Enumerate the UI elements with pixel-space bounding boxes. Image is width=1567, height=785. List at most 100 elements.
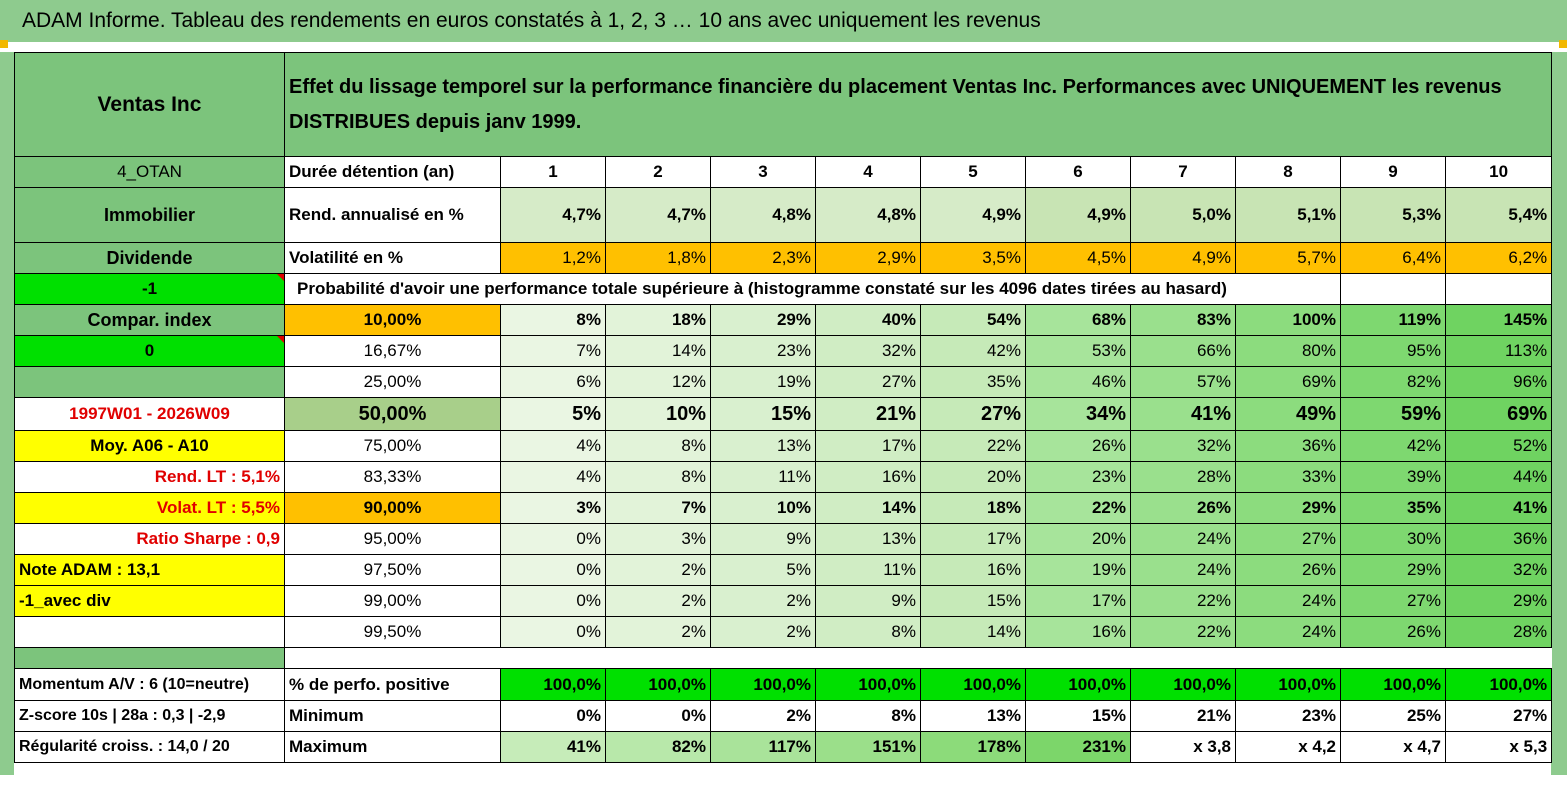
percentile-value: 17% (920, 523, 1026, 555)
percentile-value: 49% (1235, 397, 1341, 431)
percentile-value: 2% (710, 616, 816, 648)
maximum-value: x 4,2 (1235, 731, 1341, 763)
positive-performance-value: 100,0% (1444, 668, 1553, 701)
period-range: 1997W01 - 2026W09 (14, 397, 285, 431)
percentile-value: 35% (920, 366, 1026, 398)
percentile-value: 21% (815, 397, 921, 431)
percentile-value: 0% (500, 616, 606, 648)
control-zero: 0 (14, 335, 285, 367)
percentile-value: 22% (920, 430, 1026, 462)
percentile-value: 41% (1130, 397, 1236, 431)
control-minus1: -1 (14, 273, 285, 305)
percentile-label: 95,00% (284, 523, 501, 555)
long-term-volatility: Volat. LT : 5,5% (14, 492, 285, 524)
maximum-value: x 4,7 (1340, 731, 1446, 763)
volatility-value: 2,3% (710, 242, 816, 274)
percentile-value: 18% (920, 492, 1026, 524)
annualized-return-value: 5,4% (1444, 187, 1553, 243)
minimum-value: 15% (1025, 700, 1131, 732)
maximum-label: Maximum (284, 731, 501, 763)
percentile-value: 5% (710, 554, 816, 586)
percentile-label: 16,67% (284, 335, 501, 367)
percentile-value: 35% (1340, 492, 1446, 524)
percentile-row: Compar. index 10,00% 8% 18% 29% 40% 54% 68% 83% 1… (14, 304, 1553, 336)
minimum-value: 27% (1444, 700, 1553, 732)
percentile-value: 16% (1025, 616, 1131, 648)
type-label: Dividende (14, 242, 285, 274)
percentile-value: 69% (1444, 397, 1553, 431)
percentile-label: 75,00% (284, 430, 501, 462)
percentile-value: 10% (710, 492, 816, 524)
annualized-return-value: 4,8% (710, 187, 816, 243)
green-blank-cell (14, 366, 285, 398)
percentile-value: 5% (500, 397, 606, 431)
maximum-value: 231% (1025, 731, 1131, 763)
volatility-value: 5,7% (1235, 242, 1341, 274)
percentile-value: 19% (710, 366, 816, 398)
minimum-value: 8% (815, 700, 921, 732)
maximum-value: 117% (710, 731, 816, 763)
percentile-value: 26% (1340, 616, 1446, 648)
maximum-value: 151% (815, 731, 921, 763)
percentile-row: 0 16,67% 7% 14% 23% 32% 42% 53% 66% 80% 95% 113% (14, 335, 1553, 367)
annualized-return-value: 5,1% (1235, 187, 1341, 243)
percentile-value: 24% (1130, 523, 1236, 555)
table-description: Effet du lissage temporel sur la perform… (283, 52, 1553, 157)
maximum-value: 41% (500, 731, 606, 763)
percentile-value: 26% (1130, 492, 1236, 524)
percentile-value: 119% (1340, 304, 1446, 336)
percentile-value: 83% (1130, 304, 1236, 336)
percentile-value: 80% (1235, 335, 1341, 367)
percentile-value: 100% (1235, 304, 1341, 336)
percentile-value: 8% (605, 430, 711, 462)
percentile-value: 22% (1130, 616, 1236, 648)
percentile-value: 8% (605, 461, 711, 493)
with-dividend-label: -1_avec div (14, 585, 285, 617)
percentile-value: 113% (1444, 335, 1553, 367)
percentile-value: 14% (920, 616, 1026, 648)
percentile-value: 7% (500, 335, 606, 367)
percentile-row: Moy. A06 - A10 75,00% 4% 8% 13% 17% 22% 26% 32% 3… (14, 430, 1553, 462)
percentile-label: 10,00% (284, 304, 501, 336)
percentile-value: 40% (815, 304, 921, 336)
percentile-value: 12% (605, 366, 711, 398)
percentile-value: 7% (605, 492, 711, 524)
volatility-value: 1,2% (500, 242, 606, 274)
percentile-value: 24% (1130, 554, 1236, 586)
percentile-value: 32% (1130, 430, 1236, 462)
percentile-label: 25,00% (284, 366, 501, 398)
regularity-indicator: Régularité croiss. : 14,0 / 20 (14, 731, 285, 763)
percentile-value: 18% (605, 304, 711, 336)
corner-marker-right (1559, 40, 1567, 48)
percentile-value: 54% (920, 304, 1026, 336)
positive-performance-value: 100,0% (1235, 668, 1341, 701)
percentile-value: 28% (1444, 616, 1553, 648)
annualized-return-value: 5,3% (1340, 187, 1446, 243)
duration-row: 4_OTAN Durée détention (an) 1 2 3 4 5 6 7 8 9 10 (14, 156, 1553, 188)
percentile-value: 13% (815, 523, 921, 555)
percentile-value: 4% (500, 461, 606, 493)
percentile-value: 42% (920, 335, 1026, 367)
positive-performance-value: 100,0% (815, 668, 921, 701)
percentile-value: 16% (920, 554, 1026, 586)
minimum-value: 13% (920, 700, 1026, 732)
year-header-7: 7 (1130, 156, 1236, 188)
year-header-1: 1 (500, 156, 606, 188)
compar-index-label: Compar. index (14, 304, 285, 336)
sharpe-ratio: Ratio Sharpe : 0,9 (14, 523, 285, 555)
volatility-value: 1,8% (605, 242, 711, 274)
probability-header-row: -1 Probabilité d'avoir une performance to… (14, 273, 1553, 305)
percentile-value: 66% (1130, 335, 1236, 367)
maximum-row: Régularité croiss. : 14,0 / 20 Maximum 41%… (14, 731, 1553, 763)
probability-label: Probabilité d'avoir une performance tota… (284, 273, 1341, 305)
percentile-row: 99,50% 0% 2% 2% 8% 14% 16% 22% 24% 26% 28% (14, 616, 1553, 648)
percentile-value: 42% (1340, 430, 1446, 462)
minimum-value: 2% (710, 700, 816, 732)
percentile-value: 29% (1444, 585, 1553, 617)
spacer-row (14, 647, 1552, 669)
maximum-value: x 3,8 (1130, 731, 1236, 763)
momentum-indicator: Momentum A/V : 6 (10=neutre) (14, 668, 285, 701)
percentile-value: 11% (815, 554, 921, 586)
percentile-value: 8% (500, 304, 606, 336)
percentile-value: 69% (1235, 366, 1341, 398)
